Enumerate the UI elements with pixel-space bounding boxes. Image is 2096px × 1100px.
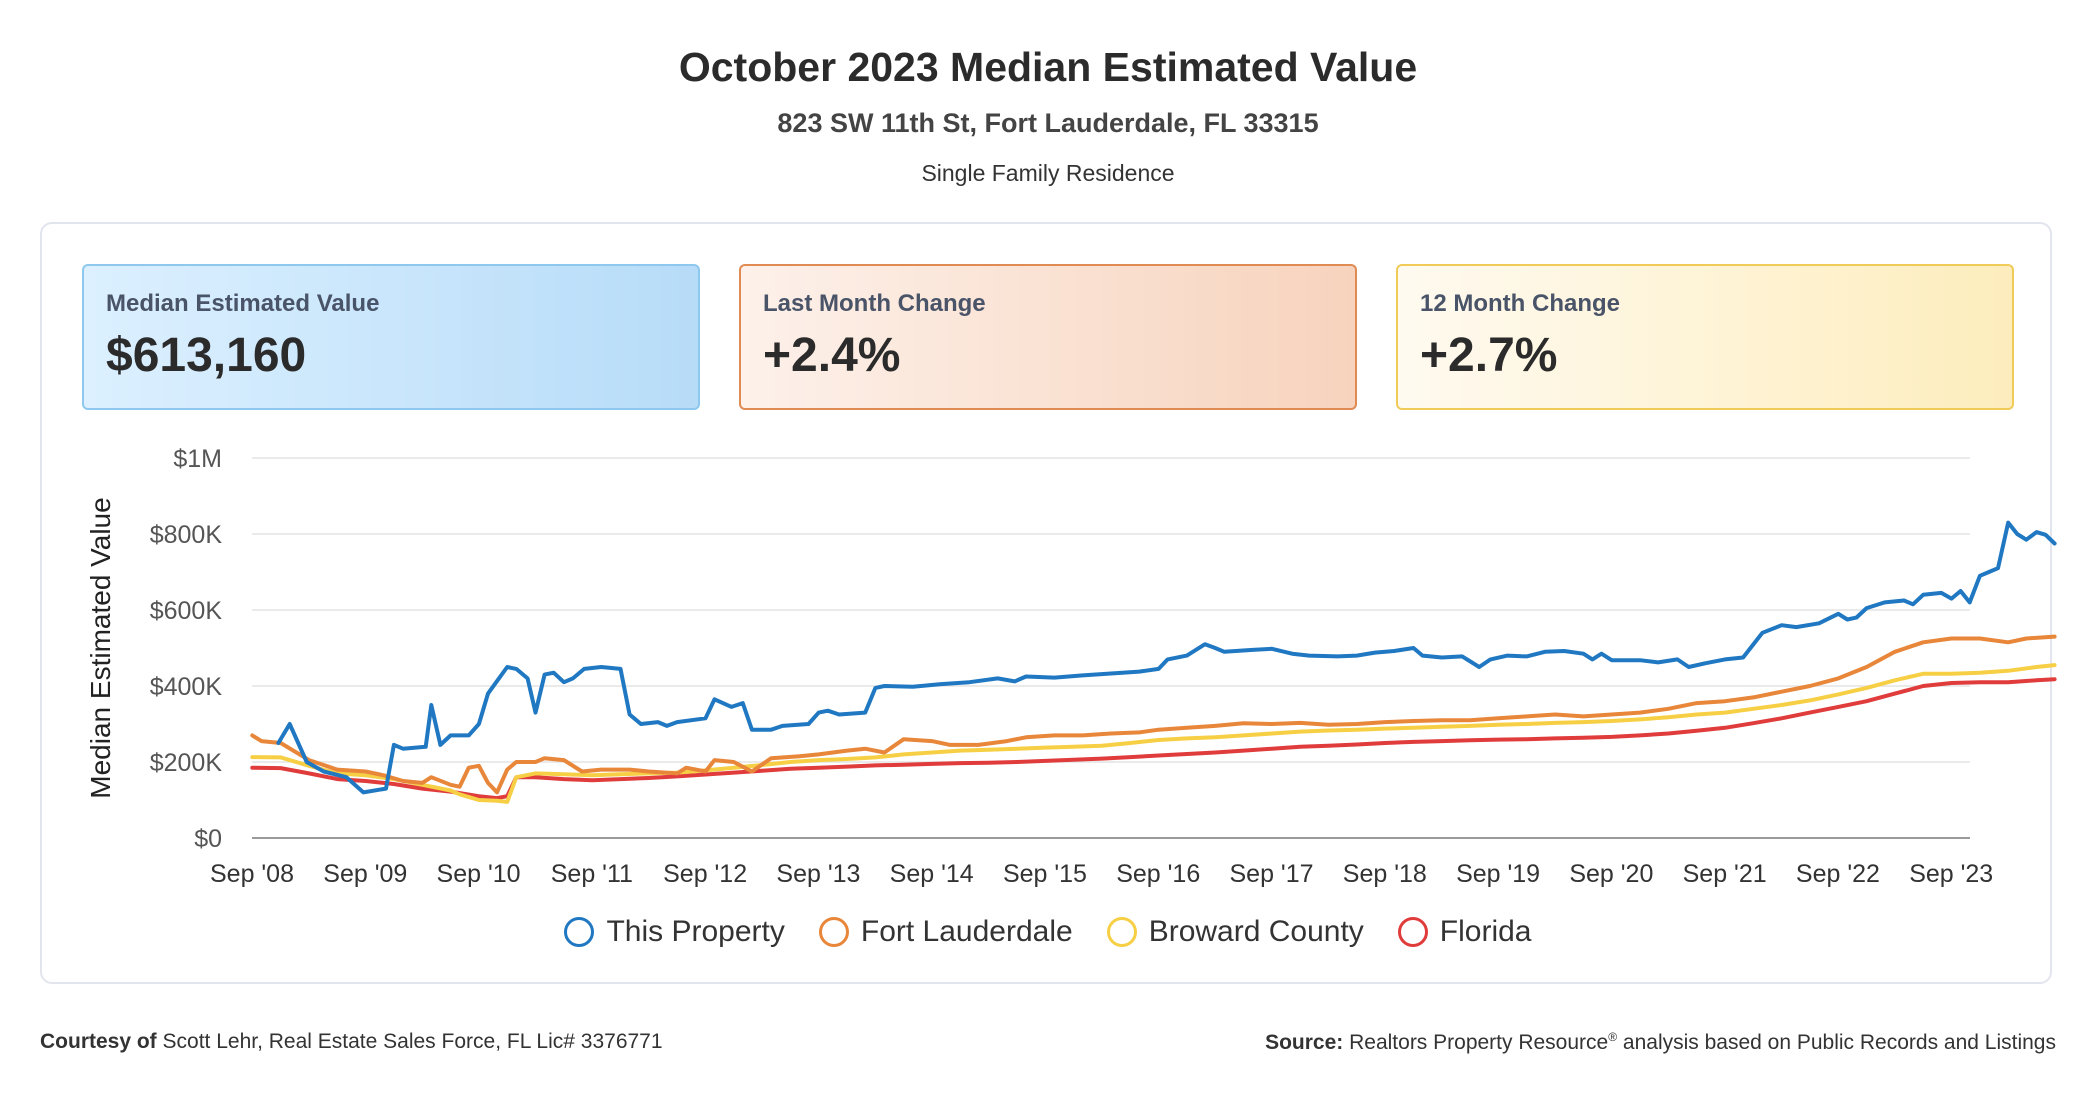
property-address: 823 SW 11th St, Fort Lauderdale, FL 3331… [777, 108, 1319, 138]
x-tick-label: Sep '19 [1456, 860, 1540, 888]
twelve-month-change-label: 12 Month Change [1420, 290, 1621, 317]
chart-panel [40, 222, 2052, 984]
series-line-this-property [276, 520, 2057, 795]
source-text: Realtors Property Resource [1349, 1031, 1609, 1054]
series-line-fort-lauderdale [250, 634, 2057, 795]
x-tick-label: Sep '09 [323, 860, 407, 888]
x-tick-label: Sep '12 [663, 860, 747, 888]
x-tick-label: Sep '13 [776, 860, 860, 888]
source-footer: Source: Realtors Property Resource® anal… [1265, 1030, 2056, 1055]
median-value-card: Median Estimated Value $613,160 [82, 264, 700, 410]
median-value-amount: $613,160 [106, 329, 307, 382]
last-month-change-label: Last Month Change [763, 290, 986, 317]
x-tick-label: Sep '23 [1909, 860, 1993, 888]
chart-legend: This Property Fort Lauderdale Broward Co… [0, 915, 2096, 949]
courtesy-text: Scott Lehr, Real Estate Sales Force, FL … [162, 1030, 663, 1053]
legend-this-property-icon [564, 917, 595, 947]
legend-fort-lauderdale-label: Fort Lauderdale [860, 915, 1073, 948]
courtesy-footer: Courtesy of Scott Lehr, Real Estate Sale… [40, 1030, 663, 1054]
legend-broward-county-icon [1106, 917, 1137, 947]
x-tick-label: Sep '16 [1116, 860, 1200, 888]
y-tick-label: $200K [150, 749, 223, 777]
y-tick-label: $600K [150, 597, 223, 625]
legend-florida-label: Florida [1439, 915, 1532, 948]
x-tick-label: Sep '21 [1683, 860, 1767, 888]
y-tick-label: $800K [150, 521, 223, 549]
registered-mark: ® [1608, 1030, 1618, 1044]
x-tick-label: Sep '20 [1569, 860, 1653, 888]
series-line-broward-county [250, 663, 2057, 804]
legend-florida-icon [1397, 917, 1428, 947]
twelve-month-change-card: 12 Month Change +2.7% [1396, 264, 2014, 410]
x-tick-label: Sep '15 [1003, 860, 1087, 888]
legend-item-this-property[interactable]: This Property [564, 915, 785, 949]
legend-item-broward-county[interactable]: Broward County [1106, 915, 1364, 949]
x-tick-label: Sep '18 [1343, 860, 1427, 888]
legend-broward-county-label: Broward County [1148, 915, 1364, 948]
twelve-month-change-value: +2.7% [1420, 329, 1558, 382]
median-value-label: Median Estimated Value [106, 290, 380, 317]
x-tick-label: Sep '22 [1796, 860, 1880, 888]
legend-fort-lauderdale-icon [818, 917, 849, 947]
y-tick-label: $400K [150, 673, 223, 701]
source-label: Source: [1265, 1031, 1344, 1054]
y-tick-label: $0 [194, 825, 222, 853]
legend-item-fort-lauderdale[interactable]: Fort Lauderdale [818, 915, 1073, 949]
y-axis-title: Median Estimated Value [85, 497, 116, 798]
property-type: Single Family Residence [921, 160, 1175, 186]
y-tick-label: $1M [173, 445, 222, 473]
x-tick-label: Sep '14 [890, 860, 974, 888]
courtesy-label: Courtesy of [40, 1030, 157, 1053]
x-tick-label: Sep '17 [1230, 860, 1314, 888]
x-tick-label: Sep '10 [437, 860, 521, 888]
source-text-suffix: analysis based on Public Records and Lis… [1622, 1031, 2056, 1054]
chart-title: October 2023 Median Estimated Value [678, 44, 1418, 90]
x-tick-label: Sep '08 [210, 860, 294, 888]
legend-this-property-label: This Property [606, 915, 785, 948]
last-month-change-card: Last Month Change +2.4% [739, 264, 1357, 410]
legend-item-florida[interactable]: Florida [1397, 915, 1532, 949]
last-month-change-value: +2.4% [763, 329, 901, 382]
x-tick-label: Sep '11 [551, 860, 633, 888]
